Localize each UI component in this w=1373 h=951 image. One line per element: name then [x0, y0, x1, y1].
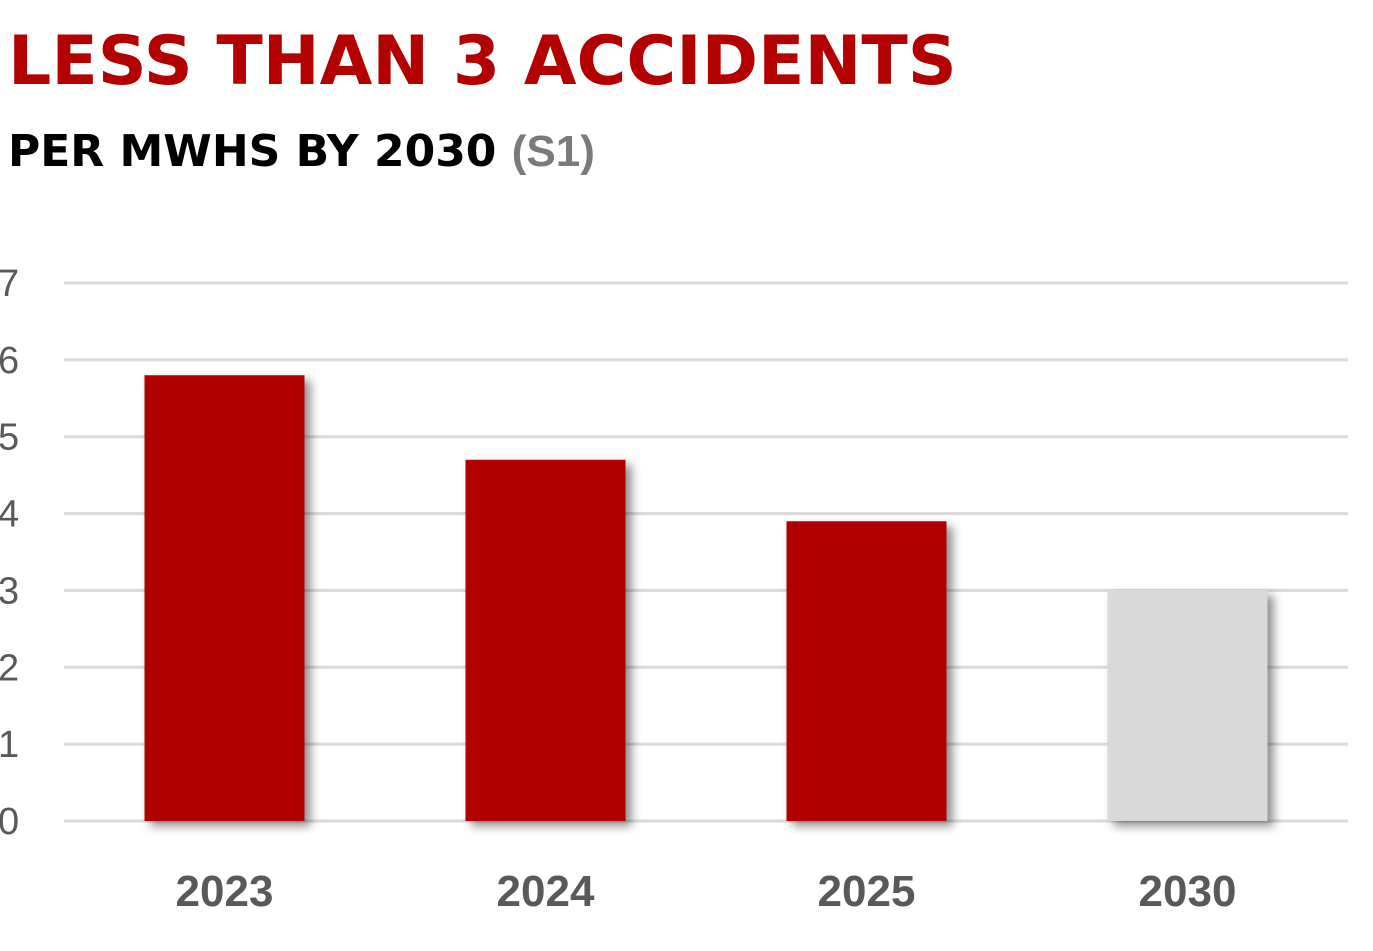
y-tick-label-4: 4: [0, 494, 19, 536]
x-tick-label-2030: 2030: [1139, 867, 1237, 916]
x-tick-label-2025: 2025: [818, 867, 916, 916]
bar-2030: [1107, 590, 1268, 821]
y-tick-label-3: 3: [0, 570, 19, 612]
y-tick-label-6: 6: [0, 340, 19, 382]
chart-subtitle: PER MWHS BY 2030 (S1): [8, 130, 595, 174]
subtitle-text: PER MWHS BY 2030: [8, 126, 497, 177]
y-tick-label-7: 7: [0, 263, 19, 305]
subtitle-tag: (S1): [511, 127, 595, 176]
y-tick-label-1: 1: [0, 724, 19, 766]
x-axis-labels: 2023 2024 2025 2030: [176, 867, 1237, 916]
chart-title: LESS THAN 3 ACCIDENTS: [8, 22, 957, 101]
bar-2025: [786, 521, 947, 821]
y-tick-label-0: 0: [0, 801, 19, 843]
bar-2023: [144, 375, 305, 821]
bar-2024: [465, 459, 626, 821]
x-tick-label-2023: 2023: [176, 867, 274, 916]
x-tick-label-2024: 2024: [497, 867, 595, 916]
bars: [144, 375, 1268, 821]
y-axis-ticks: 0 1 2 3 4 5 6 7: [0, 263, 19, 843]
y-tick-label-2: 2: [0, 647, 19, 689]
y-tick-label-5: 5: [0, 417, 19, 459]
